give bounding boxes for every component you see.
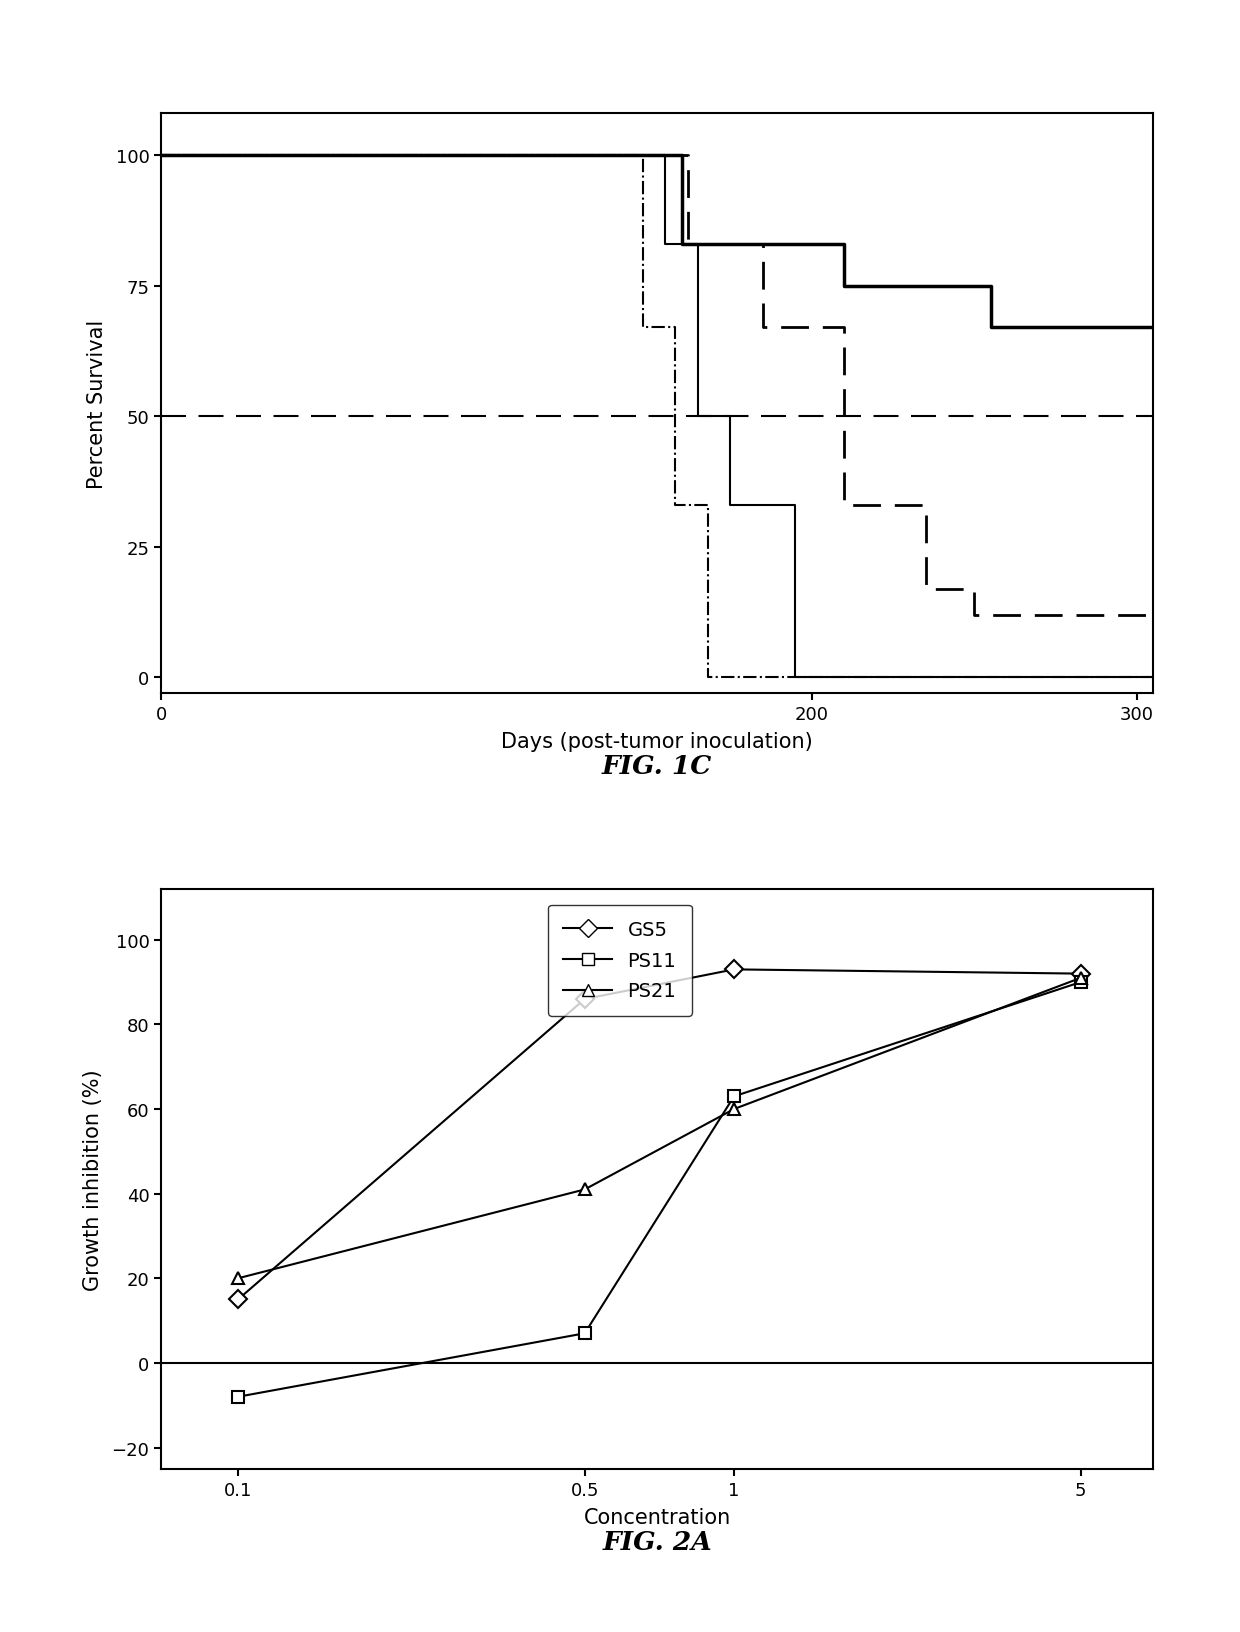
Y-axis label: Growth inhibition (%): Growth inhibition (%)	[83, 1069, 103, 1289]
Text: FIG. 2A: FIG. 2A	[603, 1529, 712, 1554]
X-axis label: Concentration: Concentration	[584, 1506, 730, 1528]
Legend: GS5, PS11, PS21: GS5, PS11, PS21	[548, 906, 692, 1017]
Y-axis label: Percent Survival: Percent Survival	[87, 320, 107, 488]
Text: FIG. 1C: FIG. 1C	[603, 754, 712, 778]
X-axis label: Days (post-tumor inoculation): Days (post-tumor inoculation)	[501, 731, 813, 752]
